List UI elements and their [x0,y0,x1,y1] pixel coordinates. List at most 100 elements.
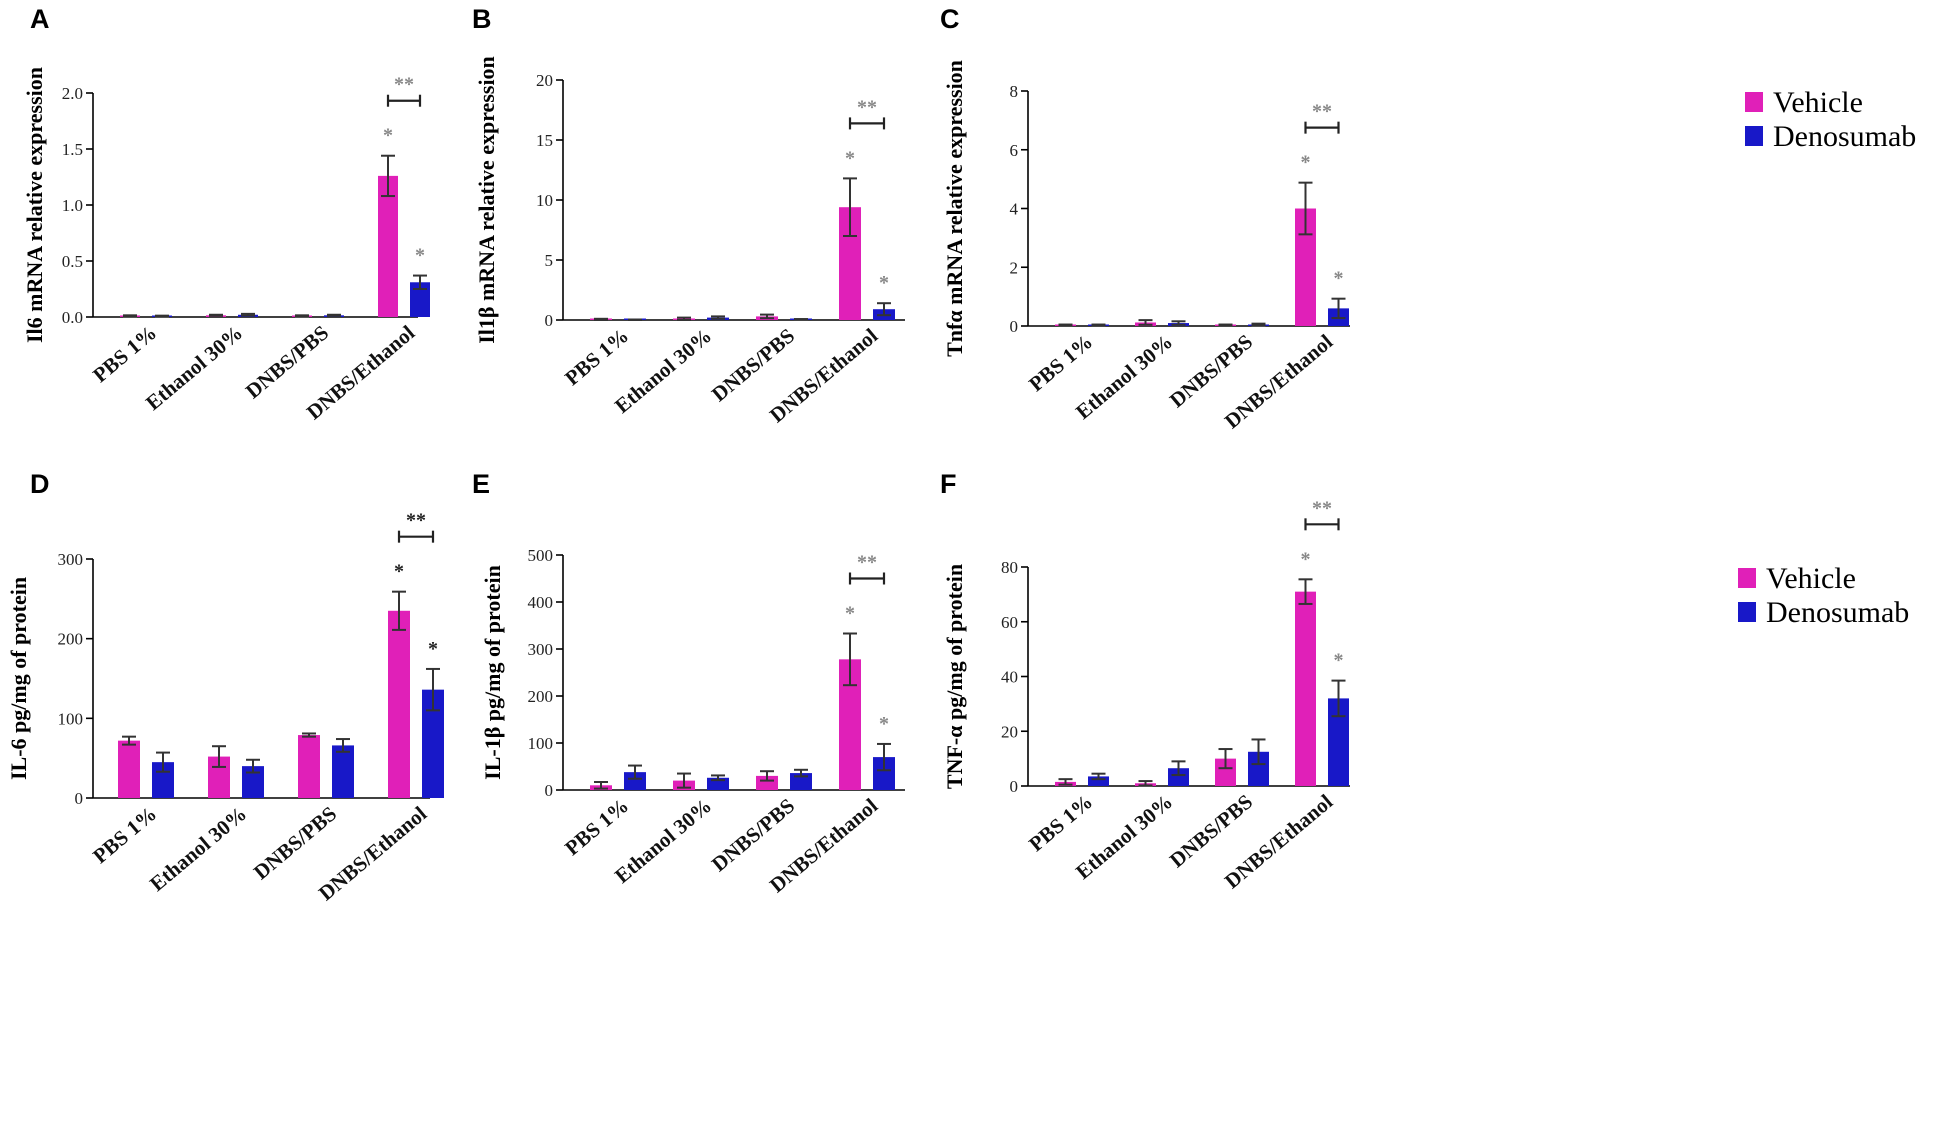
panel-letter: C [940,4,960,34]
y-tick-label: 1.0 [62,196,83,215]
significance-marker: * [845,147,855,169]
y-tick-label: 100 [58,709,84,728]
bar-denosumab [1248,751,1269,786]
bracket-label: ** [857,96,877,118]
y-tick-label: 500 [528,546,554,565]
category-label: PBS 1% [88,320,161,387]
legend-label: Vehicle [1773,86,1863,119]
y-tick-label: 0 [75,789,84,808]
chart-panel-c: C Tnfα mRNA relative expression 0 2 4 6 8 PBS 1… [940,4,1350,433]
significance-marker: * [1334,650,1344,672]
category-label: DNBS/PBS [249,801,341,884]
bar-denosumab [1328,698,1349,786]
bar-vehicle [1295,591,1316,786]
bracket-label: ** [1312,497,1332,519]
y-tick-label: 400 [528,593,554,612]
y-tick-label: 100 [528,734,554,753]
y-tick-label: 200 [528,687,554,706]
category-label: PBS 1% [88,801,161,868]
legend-label: Denosumab [1773,120,1916,153]
panel-letter: A [30,4,50,34]
bar-denosumab [422,689,444,798]
bar-vehicle [839,659,861,790]
y-tick-label: 1.5 [62,140,83,159]
bracket-label: ** [857,551,877,573]
bar-vehicle [1295,208,1316,326]
y-tick-label: 20 [536,71,553,90]
y-tick-label: 200 [58,630,84,649]
y-tick-label: 60 [1001,613,1018,632]
bar-vehicle [118,740,140,798]
legend-swatch-vehicle [1745,92,1763,112]
bracket-label: ** [394,74,414,96]
y-tick-label: 5 [545,251,554,270]
y-tick-label: 40 [1001,668,1018,687]
bar-denosumab [242,766,264,798]
bar-denosumab [873,757,895,790]
significance-marker: * [845,602,855,624]
legend-swatch-denosumab [1738,602,1756,622]
y-tick-label: 300 [528,640,554,659]
category-label: PBS 1% [560,793,633,860]
y-tick-label: 0 [545,781,554,800]
legend-label: Vehicle [1766,562,1856,595]
y-tick-label: 2 [1010,258,1019,277]
y-tick-label: 300 [58,550,84,569]
panel-letter: D [30,469,50,499]
bar-denosumab [410,282,430,317]
panel-letter: E [472,469,490,499]
y-tick-label: 2.0 [62,84,83,103]
significance-marker: * [1334,268,1344,290]
panel-letter: F [940,469,957,499]
y-tick-label: 0 [1010,317,1019,336]
y-tick-label: 0.5 [62,252,83,271]
y-axis-label: IL-1β pg/mg of protein [480,565,505,780]
y-tick-label: 80 [1001,558,1018,577]
bracket-label: ** [1312,101,1332,123]
significance-marker: * [394,561,404,583]
significance-marker: * [428,638,438,660]
category-label: Ethanol 30% [145,801,251,896]
y-tick-label: 0 [1010,777,1019,796]
y-tick-label: 20 [1001,722,1018,741]
category-label: PBS 1% [1024,789,1097,856]
y-tick-label: 15 [536,131,553,150]
significance-marker: * [415,245,425,267]
bar-vehicle [298,735,320,798]
y-axis-label: Il6 mRNA relative expression [22,67,47,343]
bar-vehicle [1215,758,1236,786]
bracket-label: ** [406,510,426,532]
significance-marker: * [879,713,889,735]
bar-denosumab [332,745,354,798]
y-axis-label: IL-6 pg/mg of protein [6,577,31,780]
y-tick-label: 0.0 [62,308,83,327]
significance-marker: * [383,125,393,147]
legend-swatch-denosumab [1745,126,1763,146]
significance-marker: * [1301,548,1311,570]
bar-denosumab [1168,768,1189,786]
y-tick-label: 6 [1010,141,1019,160]
bar-denosumab [1088,776,1109,786]
category-label: PBS 1% [560,323,633,390]
chart-panel-a: A Il6 mRNA relative expression 0.0 0.5 1.0 1.… [22,4,430,424]
significance-marker: * [1301,152,1311,174]
significance-marker: * [879,272,889,294]
bar-vehicle [388,610,410,798]
legend-label: Denosumab [1766,596,1909,629]
y-axis-label: Tnfα mRNA relative expression [942,60,967,357]
y-tick-label: 0 [545,311,554,330]
y-tick-label: 10 [536,191,553,210]
category-label: PBS 1% [1024,329,1097,396]
y-axis-label: Il1β mRNA relative expression [474,56,499,344]
chart-panel-e: E IL-1β pg/mg of protein 0 100 200 300 400 500 P… [472,469,905,897]
bar-vehicle [756,775,778,790]
chart-panel-b: B Il1β mRNA relative expression 0 5 10 15 20 PB… [472,4,905,427]
legend-swatch-vehicle [1738,568,1756,588]
y-tick-label: 4 [1010,200,1019,219]
chart-panel-d: D IL-6 pg/mg of protein 0 100 200 300 PBS 1%Et… [6,469,444,905]
bar-denosumab [624,772,646,790]
